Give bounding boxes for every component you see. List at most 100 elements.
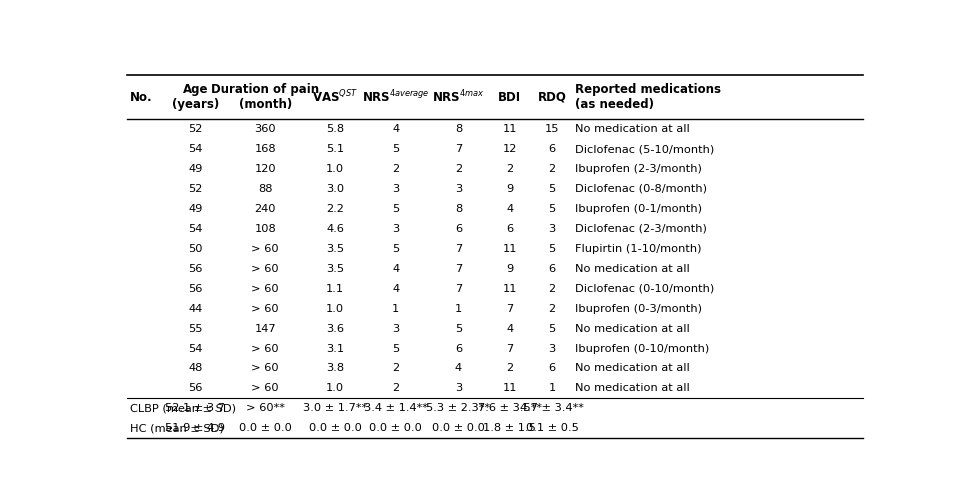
Text: 3: 3 (392, 324, 400, 334)
Text: 240: 240 (254, 204, 276, 214)
Text: 9: 9 (506, 264, 513, 274)
Text: 6: 6 (549, 264, 556, 274)
Text: 5.8: 5.8 (326, 124, 344, 134)
Text: 5: 5 (455, 324, 462, 334)
Text: 6: 6 (549, 364, 556, 374)
Text: 7: 7 (455, 284, 462, 294)
Text: No medication at all: No medication at all (574, 364, 690, 374)
Text: 56: 56 (188, 264, 202, 274)
Text: 2: 2 (392, 364, 400, 374)
Text: 56: 56 (188, 284, 202, 294)
Text: 2: 2 (455, 164, 462, 174)
Text: Duration of pain
(month): Duration of pain (month) (211, 83, 319, 111)
Text: 1: 1 (392, 304, 400, 314)
Text: 5: 5 (392, 244, 400, 254)
Text: 5: 5 (549, 204, 556, 214)
Text: 3.8: 3.8 (326, 364, 344, 374)
Text: 54: 54 (188, 224, 202, 234)
Text: 6: 6 (455, 344, 462, 354)
Text: 1.0: 1.0 (326, 383, 344, 393)
Text: 3.4 ± 1.4**: 3.4 ± 1.4** (363, 403, 428, 413)
Text: 3.1: 3.1 (326, 344, 344, 354)
Text: 2: 2 (549, 284, 556, 294)
Text: 2.2: 2.2 (326, 204, 344, 214)
Text: 7: 7 (506, 344, 513, 354)
Text: 56: 56 (188, 383, 202, 393)
Text: 52: 52 (188, 124, 202, 134)
Text: 4: 4 (392, 284, 400, 294)
Text: 3.5: 3.5 (326, 264, 344, 274)
Text: 3.0 ± 1.7**: 3.0 ± 1.7** (303, 403, 367, 413)
Text: 4: 4 (506, 324, 513, 334)
Text: No.: No. (129, 91, 152, 104)
Text: 1.8 ± 1.5: 1.8 ± 1.5 (483, 423, 536, 433)
Text: 5.3 ± 2.3**: 5.3 ± 2.3** (427, 403, 490, 413)
Text: 2: 2 (506, 164, 513, 174)
Text: 5: 5 (549, 324, 556, 334)
Text: Ibuprofen (2-3/month): Ibuprofen (2-3/month) (574, 164, 702, 174)
Text: 147: 147 (254, 324, 276, 334)
Text: NRS$^{4average}$: NRS$^{4average}$ (363, 89, 430, 106)
Text: 3.0: 3.0 (326, 184, 344, 194)
Text: 2: 2 (392, 164, 400, 174)
Text: > 60: > 60 (251, 304, 279, 314)
Text: 50: 50 (188, 244, 202, 254)
Text: 54: 54 (188, 344, 202, 354)
Text: 5: 5 (392, 344, 400, 354)
Text: 54: 54 (188, 144, 202, 154)
Text: 5: 5 (392, 144, 400, 154)
Text: 108: 108 (254, 224, 276, 234)
Text: 4: 4 (392, 124, 400, 134)
Text: 3: 3 (455, 184, 462, 194)
Text: 11: 11 (503, 124, 517, 134)
Text: 4.6: 4.6 (326, 224, 344, 234)
Text: 8: 8 (455, 124, 462, 134)
Text: 15: 15 (545, 124, 559, 134)
Text: 3.6: 3.6 (326, 324, 344, 334)
Text: 5: 5 (549, 184, 556, 194)
Text: 2: 2 (506, 364, 513, 374)
Text: 11: 11 (503, 284, 517, 294)
Text: 3: 3 (392, 224, 400, 234)
Text: 12: 12 (503, 144, 517, 154)
Text: 0.0 ± 0.0: 0.0 ± 0.0 (239, 423, 292, 433)
Text: 3.5: 3.5 (326, 244, 344, 254)
Text: 0.0 ± 0.0: 0.0 ± 0.0 (432, 423, 485, 433)
Text: 360: 360 (254, 124, 276, 134)
Text: Diclofenac (0-8/month): Diclofenac (0-8/month) (574, 184, 707, 194)
Text: > 60: > 60 (251, 264, 279, 274)
Text: 7: 7 (455, 244, 462, 254)
Text: NRS$^{4max}$: NRS$^{4max}$ (433, 89, 484, 106)
Text: > 60: > 60 (251, 383, 279, 393)
Text: 7.6 ± 3.5**: 7.6 ± 3.5** (478, 403, 542, 413)
Text: 4: 4 (506, 204, 513, 214)
Text: 1.0: 1.0 (326, 304, 344, 314)
Text: RDQ: RDQ (538, 91, 567, 104)
Text: 49: 49 (188, 204, 202, 214)
Text: 1.0: 1.0 (326, 164, 344, 174)
Text: > 60: > 60 (251, 364, 279, 374)
Text: 7: 7 (455, 264, 462, 274)
Text: BDI: BDI (499, 91, 522, 104)
Text: 4: 4 (455, 364, 462, 374)
Text: Diclofenac (0-10/month): Diclofenac (0-10/month) (574, 284, 713, 294)
Text: Diclofenac (5-10/month): Diclofenac (5-10/month) (574, 144, 713, 154)
Text: 48: 48 (188, 364, 202, 374)
Text: 51.9 ± 4.9: 51.9 ± 4.9 (165, 423, 225, 433)
Text: 3: 3 (549, 224, 556, 234)
Text: CLBP (mean ± SD): CLBP (mean ± SD) (129, 403, 236, 413)
Text: 7: 7 (455, 144, 462, 154)
Text: No medication at all: No medication at all (574, 324, 690, 334)
Text: 6: 6 (549, 144, 556, 154)
Text: 55: 55 (188, 324, 202, 334)
Text: 44: 44 (188, 304, 202, 314)
Text: 2: 2 (549, 304, 556, 314)
Text: Ibuprofen (0-3/month): Ibuprofen (0-3/month) (574, 304, 702, 314)
Text: 1: 1 (455, 304, 462, 314)
Text: 7: 7 (506, 304, 513, 314)
Text: 4.7 ± 3.4**: 4.7 ± 3.4** (521, 403, 584, 413)
Text: 168: 168 (254, 144, 276, 154)
Text: 6: 6 (506, 224, 513, 234)
Text: 11: 11 (503, 383, 517, 393)
Text: Flupirtin (1-10/month): Flupirtin (1-10/month) (574, 244, 701, 254)
